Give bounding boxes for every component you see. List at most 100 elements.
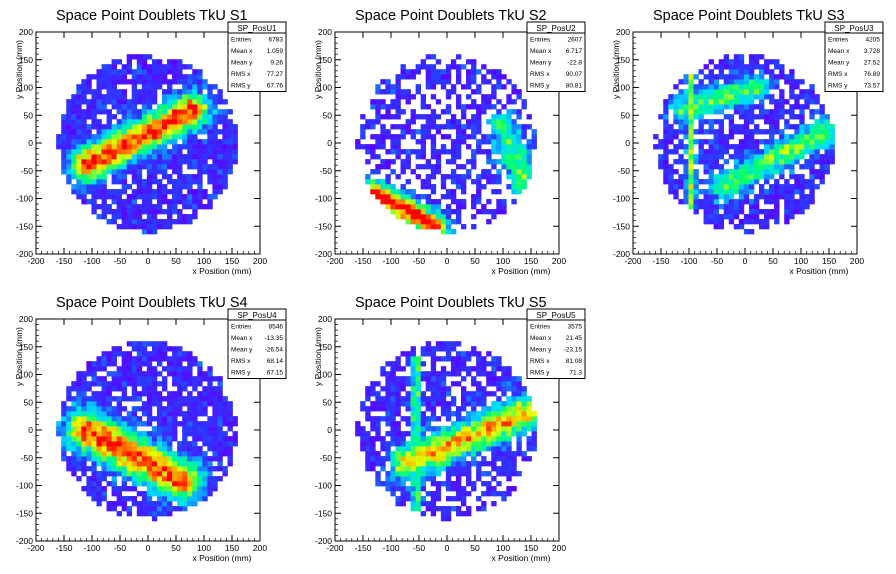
histogram-bin xyxy=(784,199,790,205)
histogram-bin xyxy=(753,204,760,210)
histogram-bin xyxy=(187,466,193,472)
histogram-bin xyxy=(703,214,709,220)
histogram-bin xyxy=(106,471,112,477)
histogram-bin xyxy=(400,194,406,200)
histogram-bin xyxy=(738,79,745,85)
histogram-bin xyxy=(162,466,168,472)
y-tick-label: -200 xyxy=(16,536,33,546)
histogram-bin xyxy=(106,169,112,175)
x-tick-label: 100 xyxy=(197,543,211,553)
histogram-bin xyxy=(121,139,128,145)
histogram-bin xyxy=(440,224,447,230)
histogram-bin xyxy=(718,84,725,90)
histogram-bin xyxy=(764,144,770,150)
histogram-bin xyxy=(111,219,117,225)
histogram-bin xyxy=(804,194,810,200)
histogram-bin xyxy=(146,481,153,487)
histogram-bin xyxy=(116,214,122,220)
histogram-bin xyxy=(829,154,835,160)
histogram-bin xyxy=(395,104,401,110)
histogram-bin xyxy=(136,224,143,230)
histogram-bin xyxy=(435,129,442,135)
histogram-bin xyxy=(430,114,437,120)
histogram-bin xyxy=(96,446,102,452)
histogram-bin xyxy=(405,94,411,100)
histogram-bin xyxy=(723,114,730,120)
histogram-bin xyxy=(774,179,780,185)
histogram-bin xyxy=(753,54,760,60)
histogram-bin xyxy=(809,114,815,120)
histogram-bin xyxy=(779,169,785,175)
histogram-bin xyxy=(799,149,805,155)
histogram-bin xyxy=(450,401,457,407)
histogram-bin xyxy=(375,391,381,397)
histogram-bin xyxy=(769,134,775,140)
histogram-bin xyxy=(425,204,432,210)
x-tick-label: 150 xyxy=(524,543,538,553)
histogram-bin xyxy=(491,401,497,407)
histogram-bin xyxy=(76,476,82,482)
histogram-bin xyxy=(435,204,442,210)
histogram-bin xyxy=(385,174,391,180)
histogram-bin xyxy=(516,124,522,130)
histogram-bin xyxy=(455,416,462,422)
histogram-bin xyxy=(415,194,421,200)
histogram-bin xyxy=(136,204,143,210)
histogram-bin xyxy=(192,381,198,387)
histogram-bin xyxy=(496,74,502,80)
histogram-bin xyxy=(678,174,684,180)
histogram-bin xyxy=(799,139,805,145)
histogram-bin xyxy=(106,139,112,145)
histogram-bin xyxy=(455,139,462,145)
histogram-bin xyxy=(521,431,527,437)
histogram-bin xyxy=(461,189,467,195)
histogram-bin xyxy=(471,411,477,417)
histogram-bin xyxy=(76,381,82,387)
histogram-bin xyxy=(496,356,502,362)
histogram-bin xyxy=(96,376,102,382)
histogram-bin xyxy=(516,129,522,135)
histogram-bin xyxy=(66,139,72,145)
histogram-bin xyxy=(385,184,391,190)
histogram-bin xyxy=(486,426,492,432)
histogram-bin xyxy=(187,99,193,105)
histogram-bin xyxy=(116,144,122,150)
histogram-bin xyxy=(116,426,122,432)
histogram-bin xyxy=(511,164,517,170)
histogram-bin xyxy=(151,491,158,497)
histogram-bin xyxy=(141,341,148,347)
histogram-bin xyxy=(486,199,492,205)
histogram-bin xyxy=(212,94,218,100)
histogram-bin xyxy=(481,184,487,190)
histogram-bin xyxy=(526,401,532,407)
histogram-bin xyxy=(799,154,805,160)
histogram-bin xyxy=(516,381,522,387)
histogram-bin xyxy=(172,209,178,215)
histogram-bin xyxy=(395,214,401,220)
histogram-bin xyxy=(511,381,517,387)
histogram-bin xyxy=(141,436,148,442)
histogram-bin xyxy=(693,189,699,195)
histogram-bin xyxy=(106,144,112,150)
histogram-bin xyxy=(116,129,122,135)
histogram-bin xyxy=(496,396,502,402)
y-tick-label: 50 xyxy=(323,397,333,407)
histogram-bin xyxy=(212,184,218,190)
histogram-bin xyxy=(182,401,188,407)
histogram-bin xyxy=(410,204,416,210)
histogram-bin xyxy=(126,511,133,517)
histogram-bin xyxy=(430,361,437,367)
histogram-bin xyxy=(455,456,462,462)
histogram-bin xyxy=(380,194,386,200)
histogram-bin xyxy=(167,84,173,90)
histogram-bin xyxy=(162,501,168,507)
histogram-bin xyxy=(146,436,153,442)
histogram-bin xyxy=(177,351,183,357)
histogram-bin xyxy=(738,144,745,150)
histogram-bin xyxy=(96,179,102,185)
histogram-bin xyxy=(466,159,472,165)
histogram-bin xyxy=(774,189,780,195)
histogram-bin xyxy=(101,456,107,462)
histogram-bin xyxy=(192,376,198,382)
histogram-bin xyxy=(121,214,128,220)
